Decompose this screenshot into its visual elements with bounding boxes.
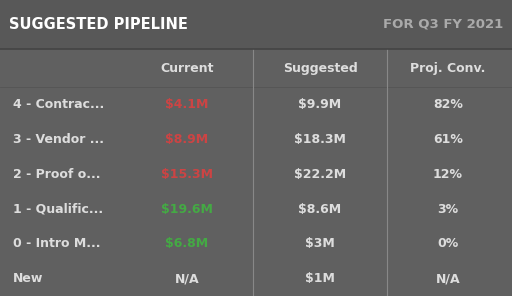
Text: N/A: N/A [175, 272, 199, 285]
Text: 1 - Qualific...: 1 - Qualific... [13, 202, 103, 215]
Text: $8.9M: $8.9M [165, 133, 208, 146]
Text: 4 - Contrac...: 4 - Contrac... [13, 98, 104, 111]
Text: FOR Q3 FY 2021: FOR Q3 FY 2021 [382, 18, 503, 31]
Text: New: New [13, 272, 43, 285]
Text: $18.3M: $18.3M [294, 133, 346, 146]
Text: SUGGESTED PIPELINE: SUGGESTED PIPELINE [9, 17, 188, 32]
Text: $3M: $3M [305, 237, 335, 250]
Text: Proj. Conv.: Proj. Conv. [410, 62, 486, 75]
Text: 0%: 0% [437, 237, 459, 250]
Text: 61%: 61% [433, 133, 463, 146]
Text: N/A: N/A [436, 272, 460, 285]
Text: 0 - Intro M...: 0 - Intro M... [13, 237, 100, 250]
Text: $6.8M: $6.8M [165, 237, 208, 250]
FancyBboxPatch shape [0, 0, 512, 49]
Text: $15.3M: $15.3M [161, 168, 213, 181]
Text: $8.6M: $8.6M [298, 202, 342, 215]
Text: 3%: 3% [437, 202, 459, 215]
Text: $4.1M: $4.1M [165, 98, 208, 111]
Text: Suggested: Suggested [283, 62, 357, 75]
Text: 2 - Proof o...: 2 - Proof o... [13, 168, 100, 181]
Text: 82%: 82% [433, 98, 463, 111]
Text: 3 - Vendor ...: 3 - Vendor ... [13, 133, 104, 146]
Text: $1M: $1M [305, 272, 335, 285]
Text: $22.2M: $22.2M [294, 168, 346, 181]
Text: 12%: 12% [433, 168, 463, 181]
Text: $9.9M: $9.9M [298, 98, 342, 111]
Text: $19.6M: $19.6M [161, 202, 213, 215]
Text: Current: Current [160, 62, 214, 75]
